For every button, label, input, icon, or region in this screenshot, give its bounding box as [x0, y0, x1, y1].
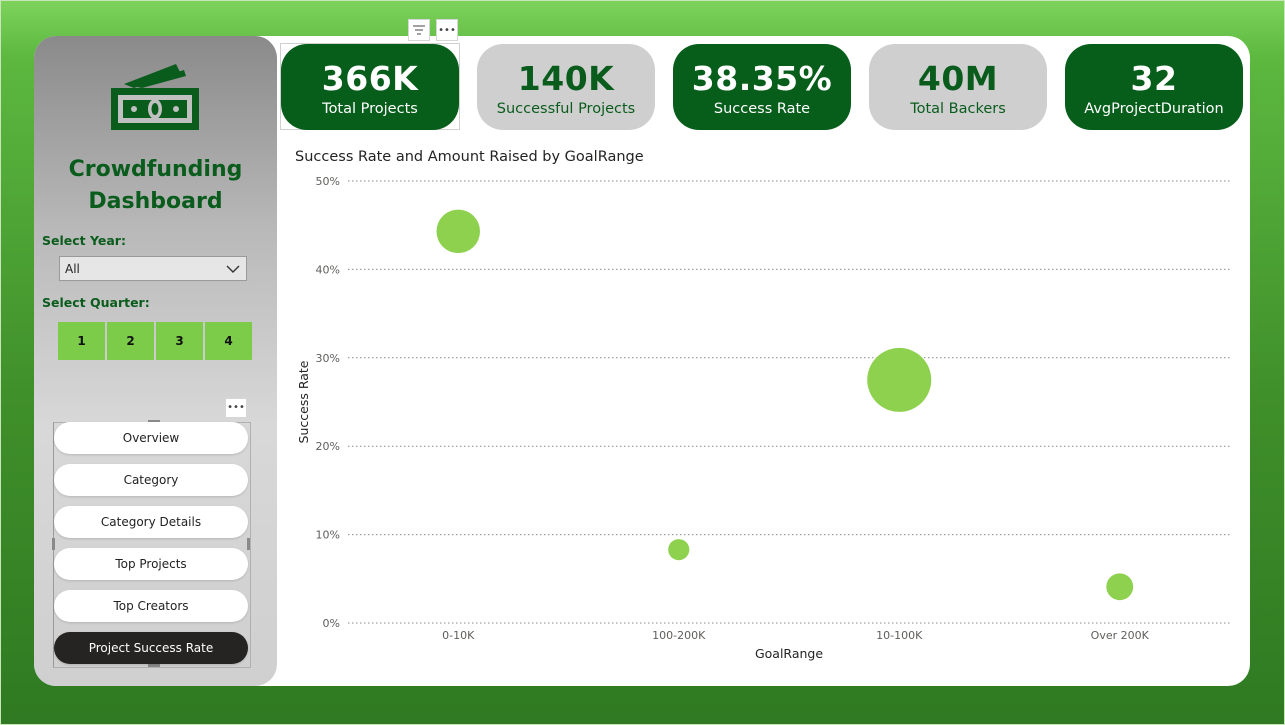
- x-axis-title: GoalRange: [755, 646, 823, 661]
- more-options-icon[interactable]: •••: [225, 398, 247, 418]
- kpi-successful-projects: 140K Successful Projects: [477, 44, 655, 130]
- y-axis-title: Success Rate: [296, 360, 311, 443]
- nav-category-button[interactable]: Category: [54, 464, 248, 496]
- chevron-down-icon: [225, 261, 241, 280]
- dashboard-title-line1: Crowdfunding: [68, 157, 243, 182]
- kpi-value: 40M: [917, 59, 999, 98]
- quarter-slicer-label: Select Quarter:: [42, 295, 150, 310]
- nav-top-creators-button[interactable]: Top Creators: [54, 590, 248, 622]
- y-tick-label: 0%: [323, 617, 340, 630]
- resize-handle[interactable]: [148, 420, 160, 423]
- more-options-icon[interactable]: •••: [436, 19, 458, 41]
- data-bubble: [668, 539, 690, 561]
- x-tick-label: Over 200K: [1091, 629, 1150, 642]
- resize-handle[interactable]: [52, 538, 55, 550]
- year-dropdown-value: All: [65, 261, 80, 276]
- dashboard-title-line2: Dashboard: [88, 189, 223, 214]
- y-tick-label: 40%: [316, 263, 340, 276]
- y-tick-label: 20%: [316, 440, 340, 453]
- y-tick-label: 10%: [316, 529, 340, 542]
- money-icon: [110, 62, 200, 136]
- data-bubble: [436, 209, 481, 254]
- y-tick-label: 30%: [316, 352, 340, 365]
- data-bubble: [1106, 573, 1134, 601]
- kpi-label: Success Rate: [713, 101, 811, 117]
- quarter-slicer: 1 2 3 4: [58, 322, 252, 360]
- filter-icon[interactable]: [408, 19, 430, 41]
- quarter-button-4[interactable]: 4: [205, 322, 252, 360]
- kpi-value: 38.35%: [691, 59, 833, 98]
- nav-project-success-rate-button[interactable]: Project Success Rate: [54, 632, 248, 664]
- kpi-value: 32: [1130, 59, 1178, 98]
- kpi-total-projects: 366K Total Projects: [281, 44, 459, 130]
- quarter-button-1[interactable]: 1: [58, 322, 105, 360]
- kpi-value: 366K: [321, 59, 419, 98]
- bubble-chart: 0% 10% 20% 30% 40% 50% 0-10K 100-200K 10-100K Ove…: [296, 175, 1230, 661]
- nav-top-projects-button[interactable]: Top Projects: [54, 548, 248, 580]
- kpi-success-rate: 38.35% Success Rate: [673, 44, 851, 130]
- x-tick-label: 10-100K: [876, 629, 923, 642]
- resize-handle[interactable]: [148, 664, 160, 667]
- sidebar: Crowdfunding Dashboard Select Year: All …: [34, 36, 277, 686]
- year-slicer-label: Select Year:: [42, 233, 126, 248]
- kpi-avg-project-duration: 32 AvgProjectDuration: [1065, 44, 1243, 130]
- nav-overview-button[interactable]: Overview: [54, 422, 248, 454]
- resize-handle[interactable]: [247, 538, 250, 550]
- x-tick-label: 100-200K: [652, 629, 706, 642]
- y-tick-label: 50%: [316, 175, 340, 188]
- nav-category-details-button[interactable]: Category Details: [54, 506, 248, 538]
- kpi-value: 140K: [517, 59, 615, 98]
- chart-title: Success Rate and Amount Raised by GoalRa…: [295, 149, 644, 165]
- kpi-label: Total Projects: [322, 101, 418, 117]
- quarter-button-2[interactable]: 2: [107, 322, 154, 360]
- data-bubble: [867, 347, 932, 412]
- kpi-label: AvgProjectDuration: [1084, 101, 1224, 117]
- kpi-total-backers: 40M Total Backers: [869, 44, 1047, 130]
- year-dropdown[interactable]: All: [59, 256, 247, 281]
- x-tick-label: 0-10K: [442, 629, 475, 642]
- kpi-label: Successful Projects: [496, 101, 636, 117]
- dashboard-title: Crowdfunding Dashboard: [34, 154, 277, 218]
- quarter-button-3[interactable]: 3: [156, 322, 203, 360]
- kpi-label: Total Backers: [910, 101, 1006, 117]
